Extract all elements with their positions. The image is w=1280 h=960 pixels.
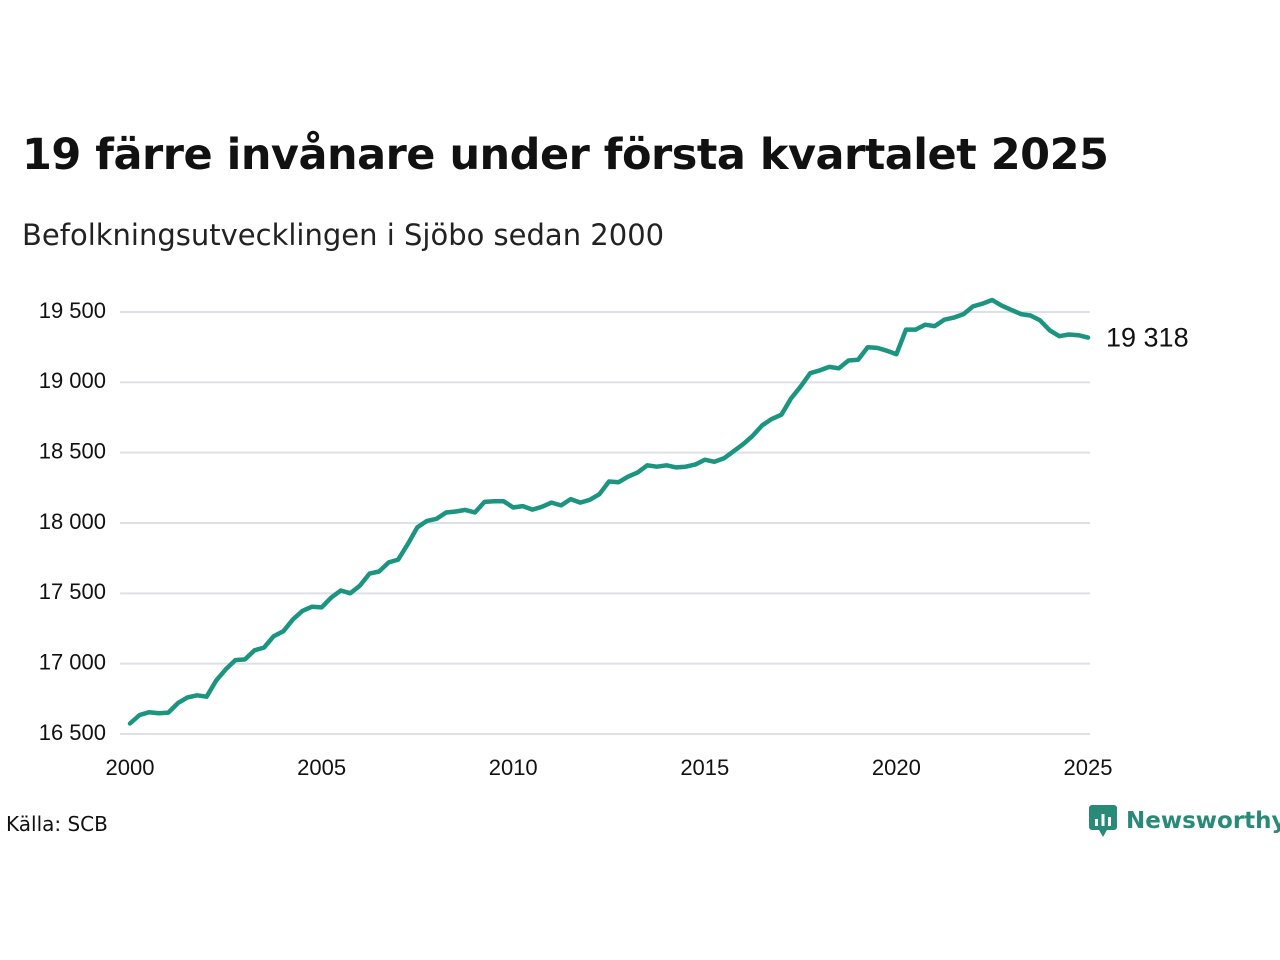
y-tick-label: 18 000 [39,509,106,534]
end-value-label: 19 318 [1106,323,1189,353]
series-layer [127,297,1091,726]
newsworthy-logo-icon [1089,805,1117,837]
y-tick-label: 17 000 [39,649,106,674]
y-axis-ticks: 16 500 17 000 17 500 18 000 18 500 19 000 19 5… [39,298,106,745]
y-tick-label: 18 500 [39,438,106,463]
brand-name: Newsworthy [1126,808,1280,834]
y-tick-label: 19 000 [39,368,106,393]
y-tick-label: 16 500 [39,720,106,745]
chart-title: 19 färre invånare under första kvartalet… [22,130,1109,180]
x-tick-label: 2025 [1064,755,1113,780]
grid-lines [120,311,1090,735]
y-tick-label: 17 500 [39,579,106,604]
x-tick-label: 2020 [872,755,921,780]
y-tick-label: 19 500 [39,298,106,323]
x-tick-label: 2005 [297,755,346,780]
x-tick-label: 2015 [680,755,729,780]
x-tick-label: 2010 [489,755,538,780]
chart-subtitle: Befolkningsutvecklingen i Sjöbo sedan 20… [22,218,665,252]
source-note: Källa: SCB [6,812,108,836]
brand: Newsworthy [1088,804,1280,838]
x-axis-ticks: 2000 2005 2010 2015 2020 2025 [106,755,1113,780]
population-line [127,297,1091,726]
x-tick-label: 2000 [106,755,155,780]
